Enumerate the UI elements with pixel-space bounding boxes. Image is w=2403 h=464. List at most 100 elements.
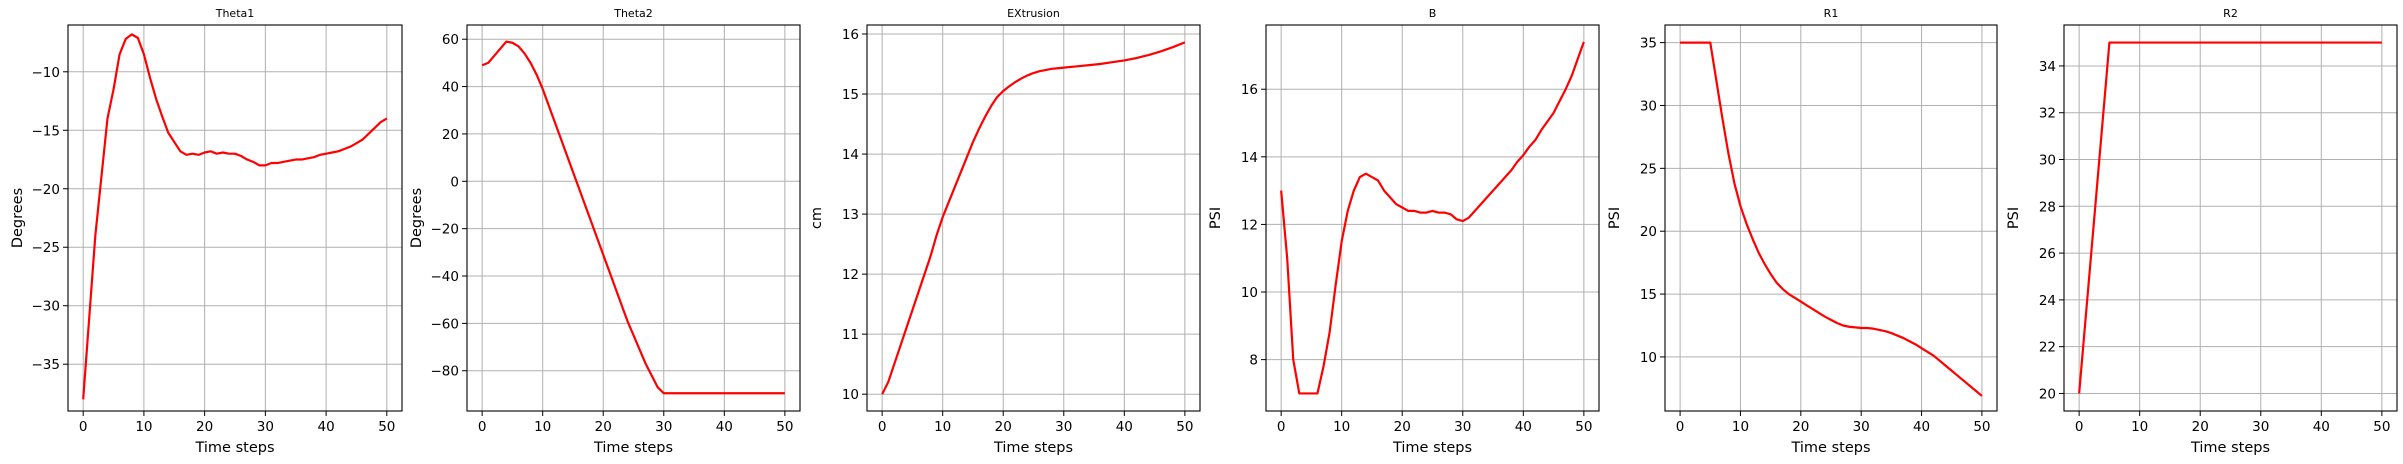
x-tick-label: 40 — [1913, 419, 1930, 435]
y-tick-label: 14 — [1241, 150, 1258, 166]
x-tick-label: 10 — [1333, 419, 1350, 435]
y-tick-label: 30 — [1640, 98, 1657, 114]
x-tick-label: 30 — [1055, 419, 1072, 435]
chart-title: R1 — [1824, 7, 1839, 20]
series-line-1 — [481, 40, 785, 395]
y-tick-label: 12 — [842, 267, 859, 283]
x-tick-label: 20 — [595, 419, 612, 435]
chart-panel-6: 0 10 20 30 40 50 20 22 24 26 28 30 32 34 R2 Time steps P… — [2006, 7, 2398, 456]
y-tick-label: −15 — [32, 123, 61, 139]
x-tick-label: 30 — [1454, 419, 1471, 435]
plot-frame — [1664, 24, 1998, 412]
y-tick-label: 16 — [842, 27, 859, 43]
x-tick-label: 10 — [2131, 419, 2148, 435]
y-tick-label: 20 — [1640, 224, 1657, 240]
y-tick-label: 8 — [1249, 353, 1258, 369]
chart-panel-5: 0 10 20 30 40 50 10 15 20 25 30 35 R1 Time steps PSI — [1607, 7, 1998, 456]
x-tick-label: 0 — [878, 419, 887, 435]
series-line-1 — [82, 33, 388, 400]
plot-frame — [866, 24, 1201, 412]
x-tick-label: 50 — [1575, 419, 1592, 435]
x-tick-label: 0 — [79, 419, 88, 435]
chart-title: Theta1 — [215, 7, 255, 20]
plot-frame — [466, 24, 801, 412]
x-tick-label: 10 — [135, 419, 152, 435]
series-line-1 — [1280, 41, 1585, 395]
y-axis-label: Degrees — [10, 188, 26, 248]
y-tick-label: 16 — [1241, 82, 1258, 98]
chart-panel-2: 0 10 20 30 40 50 −80 −60 −40 −20 0 20 40 60 Theta2 Time… — [409, 7, 801, 456]
y-tick-label: −40 — [431, 269, 460, 285]
x-tick-label: 10 — [934, 419, 951, 435]
x-tick-label: 50 — [776, 419, 793, 435]
x-tick-label: 40 — [1515, 419, 1532, 435]
y-axis-label: Degrees — [409, 188, 425, 248]
plot-frame — [2063, 24, 2398, 412]
y-tick-label: 22 — [2039, 340, 2056, 356]
series-line-1 — [1680, 41, 1983, 397]
y-tick-label: 28 — [2039, 199, 2056, 215]
x-tick-label: 50 — [1176, 419, 1193, 435]
y-axis-label: PSI — [2006, 207, 2022, 229]
x-tick-label: 0 — [2075, 419, 2084, 435]
plot-frame — [1265, 24, 1600, 412]
chart-title: R2 — [2223, 7, 2238, 20]
x-axis-label: Time steps — [194, 440, 274, 456]
x-tick-label: 40 — [716, 419, 733, 435]
y-axis-label: cm — [809, 207, 825, 229]
y-tick-label: 34 — [2039, 59, 2056, 75]
x-tick-label: 20 — [1792, 419, 1809, 435]
x-tick-label: 20 — [2192, 419, 2209, 435]
chart-panel-1: 0 10 20 30 40 50 −35 −30 −25 −20 −15 −10 Theta1 Time … — [10, 7, 403, 456]
y-tick-label: −25 — [32, 240, 61, 256]
chart-panel-3: 0 10 20 30 40 50 10 11 12 13 14 15 16 EXtrusion Time s… — [809, 7, 1201, 456]
y-tick-label: 12 — [1241, 217, 1258, 233]
y-tick-label: 20 — [2039, 386, 2056, 402]
x-tick-label: 0 — [478, 419, 487, 435]
y-tick-label: 13 — [842, 207, 859, 223]
y-tick-label: 35 — [1640, 36, 1657, 52]
x-tick-label: 30 — [257, 419, 274, 435]
x-axis-label: Time steps — [1392, 440, 1472, 456]
y-axis-label: PSI — [1208, 207, 1224, 229]
x-tick-label: 10 — [534, 419, 551, 435]
chart-title: B — [1429, 7, 1437, 20]
y-tick-label: 24 — [2039, 293, 2056, 309]
y-tick-label: 26 — [2039, 246, 2056, 262]
y-tick-label: −80 — [431, 364, 460, 380]
x-tick-label: 40 — [2313, 419, 2330, 435]
x-axis-label: Time steps — [993, 440, 1073, 456]
x-tick-label: 20 — [995, 419, 1012, 435]
x-tick-label: 40 — [317, 419, 334, 435]
y-tick-label: 15 — [842, 87, 859, 103]
y-tick-label: 32 — [2039, 106, 2056, 122]
series-line-1 — [881, 41, 1186, 395]
y-tick-label: 60 — [442, 32, 459, 48]
x-tick-label: 50 — [1973, 419, 1990, 435]
chart-title: EXtrusion — [1007, 7, 1060, 20]
y-tick-label: −20 — [431, 222, 460, 238]
y-tick-label: 30 — [2039, 153, 2056, 169]
x-tick-label: 30 — [2252, 419, 2269, 435]
y-tick-label: 15 — [1640, 287, 1657, 303]
y-tick-label: 10 — [1241, 285, 1258, 301]
x-axis-label: Time steps — [1790, 440, 1870, 456]
series-line-1 — [2078, 41, 2382, 394]
plot-frame — [67, 24, 403, 412]
x-tick-label: 30 — [1853, 419, 1870, 435]
y-tick-label: 11 — [842, 327, 859, 343]
x-tick-label: 50 — [378, 419, 395, 435]
x-tick-label: 40 — [1116, 419, 1133, 435]
x-axis-label: Time steps — [2190, 440, 2270, 456]
y-tick-label: 10 — [842, 387, 859, 403]
x-tick-label: 20 — [196, 419, 213, 435]
y-tick-label: 10 — [1640, 350, 1657, 366]
y-tick-label: −60 — [431, 316, 460, 332]
x-tick-label: 0 — [1676, 419, 1685, 435]
y-tick-label: 14 — [842, 147, 859, 163]
y-tick-label: 0 — [450, 174, 459, 190]
y-tick-label: 20 — [442, 127, 459, 143]
y-tick-label: −20 — [32, 182, 61, 198]
y-tick-label: 40 — [442, 80, 459, 96]
y-axis-label: PSI — [1607, 207, 1623, 229]
